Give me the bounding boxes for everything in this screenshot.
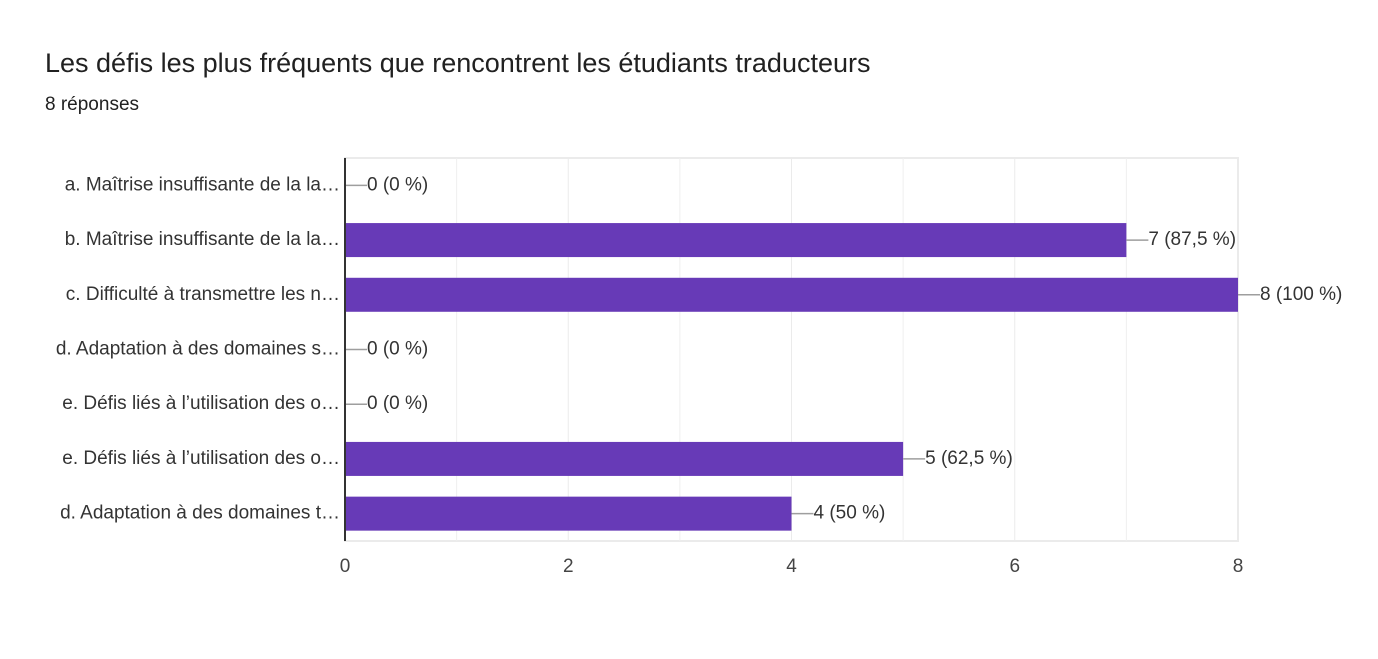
value-label: 0 (0 %) bbox=[367, 393, 428, 414]
y-tick-label: c. Difficulté à transmettre les n… bbox=[66, 284, 340, 305]
bar bbox=[345, 277, 1238, 312]
y-tick-label: e. Défis liés à l’utilisation des o… bbox=[62, 448, 340, 469]
x-tick-label: 2 bbox=[563, 556, 574, 577]
x-tick-label: 8 bbox=[1233, 556, 1244, 577]
x-tick-label: 0 bbox=[340, 556, 351, 577]
y-tick-label: e. Défis liés à l’utilisation des o… bbox=[62, 393, 340, 414]
bar bbox=[345, 441, 904, 476]
value-label: 4 (50 %) bbox=[814, 503, 886, 524]
bar bbox=[345, 223, 1127, 258]
value-label: 5 (62,5 %) bbox=[925, 448, 1013, 469]
x-tick-label: 6 bbox=[1009, 556, 1020, 577]
value-label: 7 (87,5 %) bbox=[1148, 229, 1236, 250]
bar bbox=[345, 496, 792, 531]
chart-title: Les défis les plus fréquents que rencont… bbox=[45, 48, 871, 78]
value-label: 0 (0 %) bbox=[367, 174, 428, 195]
value-label: 8 (100 %) bbox=[1260, 284, 1342, 305]
y-tick-label: d. Adaptation à des domaines t… bbox=[60, 503, 340, 524]
x-tick-label: 4 bbox=[786, 556, 797, 577]
y-tick-label: d. Adaptation à des domaines s… bbox=[56, 339, 340, 360]
y-tick-label: b. Maîtrise insuffisante de la la… bbox=[65, 229, 340, 250]
value-label: 0 (0 %) bbox=[367, 339, 428, 360]
y-tick-label: a. Maîtrise insuffisante de la la… bbox=[65, 174, 340, 195]
chart-subtitle: 8 réponses bbox=[45, 94, 139, 115]
